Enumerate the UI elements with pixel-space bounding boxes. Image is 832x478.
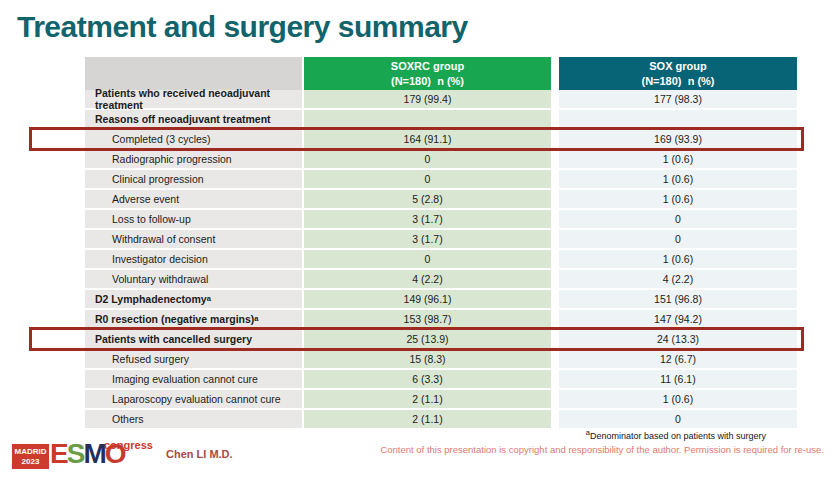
soxrc-value bbox=[304, 110, 551, 130]
row-label: Completed (3 cycles) bbox=[85, 130, 302, 150]
congress-label: congress bbox=[104, 439, 153, 451]
presentation-slide: Treatment and surgery summary SOXRC grou… bbox=[0, 0, 832, 478]
soxrc-value: 3 (1.7) bbox=[304, 230, 551, 250]
row-label: Laparoscopy evaluation cannot cure bbox=[85, 390, 302, 410]
sox-value: 12 (6.7) bbox=[559, 350, 797, 370]
sox-group-name: SOX group bbox=[649, 59, 706, 73]
row-label: Reasons off neoadjuvant treatment bbox=[85, 110, 302, 130]
soxrc-value: 164 (91.1) bbox=[304, 130, 551, 150]
table-row: Adverse event 5 (2.8) 1 (0.6) bbox=[85, 190, 797, 210]
footnote: aDenominator based on patients with surg… bbox=[586, 431, 766, 441]
row-label: Investigator decision bbox=[85, 250, 302, 270]
table-row: Imaging evaluation cannot cure 6 (3.3) 1… bbox=[85, 370, 797, 390]
row-label: Radiographic progression bbox=[85, 150, 302, 170]
header-cell-empty bbox=[85, 57, 302, 90]
page-title: Treatment and surgery summary bbox=[17, 10, 468, 44]
header-cell-soxrc: SOXRC group (N=180) n (%) bbox=[304, 57, 551, 90]
sox-value: 0 bbox=[559, 210, 797, 230]
author-name: Chen LI M.D. bbox=[166, 448, 233, 460]
copyright-notice: Content of this presentation is copyrigh… bbox=[380, 444, 824, 455]
table-row: Loss to follow-up 3 (1.7) 0 bbox=[85, 210, 797, 230]
soxrc-value: 6 (3.3) bbox=[304, 370, 551, 390]
row-label: R0 resection (negative margins)a bbox=[85, 310, 302, 330]
sox-value: 151 (96.8) bbox=[559, 290, 797, 310]
table-body: Patients who received neoadjuvant treatm… bbox=[85, 90, 797, 430]
header-cell-sox: SOX group (N=180) n (%) bbox=[559, 57, 797, 90]
soxrc-value: 0 bbox=[304, 250, 551, 270]
row-label: Adverse event bbox=[85, 190, 302, 210]
sox-value: 1 (0.6) bbox=[559, 250, 797, 270]
table-row: Radiographic progression 0 1 (0.6) bbox=[85, 150, 797, 170]
sox-value: 1 (0.6) bbox=[559, 190, 797, 210]
soxrc-group-name: SOXRC group bbox=[391, 59, 464, 73]
table-row: Patients who received neoadjuvant treatm… bbox=[85, 90, 797, 110]
sox-value: 1 (0.6) bbox=[559, 170, 797, 190]
sox-value: 1 (0.6) bbox=[559, 150, 797, 170]
table-row: Investigator decision 0 1 (0.6) bbox=[85, 250, 797, 270]
sox-value bbox=[559, 110, 797, 130]
soxrc-group-sub: (N=180) n (%) bbox=[391, 74, 464, 88]
sox-value: 4 (2.2) bbox=[559, 270, 797, 290]
soxrc-value: 3 (1.7) bbox=[304, 210, 551, 230]
row-label: Loss to follow-up bbox=[85, 210, 302, 230]
table-row: Refused surgery 15 (8.3) 12 (6.7) bbox=[85, 350, 797, 370]
summary-table: SOXRC group (N=180) n (%) SOX group (N=1… bbox=[85, 57, 797, 430]
table-row: D2 Lymphadenectomya 149 (96.1) 151 (96.8… bbox=[85, 290, 797, 310]
soxrc-value: 153 (98.7) bbox=[304, 310, 551, 330]
madrid-2023-badge: MADRID 2023 bbox=[12, 444, 49, 469]
row-label: Patients with cancelled surgery bbox=[85, 330, 302, 350]
soxrc-value: 5 (2.8) bbox=[304, 190, 551, 210]
sox-value: 24 (13.3) bbox=[559, 330, 797, 350]
table-row: Clinical progression 0 1 (0.6) bbox=[85, 170, 797, 190]
table-row: Voluntary withdrawal 4 (2.2) 4 (2.2) bbox=[85, 270, 797, 290]
soxrc-value: 0 bbox=[304, 150, 551, 170]
soxrc-value: 2 (1.1) bbox=[304, 410, 551, 430]
soxrc-value: 0 bbox=[304, 170, 551, 190]
sox-value: 147 (94.2) bbox=[559, 310, 797, 330]
soxrc-value: 149 (96.1) bbox=[304, 290, 551, 310]
sox-value: 169 (93.9) bbox=[559, 130, 797, 150]
soxrc-value: 15 (8.3) bbox=[304, 350, 551, 370]
soxrc-value: 2 (1.1) bbox=[304, 390, 551, 410]
sox-value: 1 (0.6) bbox=[559, 390, 797, 410]
row-label: D2 Lymphadenectomya bbox=[85, 290, 302, 310]
sox-value: 0 bbox=[559, 410, 797, 430]
soxrc-value: 4 (2.2) bbox=[304, 270, 551, 290]
soxrc-value: 179 (99.4) bbox=[304, 90, 551, 110]
sox-value: 0 bbox=[559, 230, 797, 250]
row-label: Withdrawal of consent bbox=[85, 230, 302, 250]
row-label: Voluntary withdrawal bbox=[85, 270, 302, 290]
sox-value: 177 (98.3) bbox=[559, 90, 797, 110]
badge-year: 2023 bbox=[12, 457, 49, 467]
table-row: Others 2 (1.1) 0 bbox=[85, 410, 797, 430]
table-header-row: SOXRC group (N=180) n (%) SOX group (N=1… bbox=[85, 57, 797, 90]
table-row-highlighted: Patients with cancelled surgery 25 (13.9… bbox=[85, 330, 797, 350]
esmo-congress-logo: MADRID 2023 ESMO congress bbox=[12, 437, 162, 473]
row-label: Patients who received neoadjuvant treatm… bbox=[85, 90, 302, 110]
table-row: Withdrawal of consent 3 (1.7) 0 bbox=[85, 230, 797, 250]
table-row: Reasons off neoadjuvant treatment bbox=[85, 110, 797, 130]
row-label: Clinical progression bbox=[85, 170, 302, 190]
row-label: Refused surgery bbox=[85, 350, 302, 370]
table-row: R0 resection (negative margins)a 153 (98… bbox=[85, 310, 797, 330]
row-label: Others bbox=[85, 410, 302, 430]
table-row-highlighted: Completed (3 cycles) 164 (91.1) 169 (93.… bbox=[85, 130, 797, 150]
sox-value: 11 (6.1) bbox=[559, 370, 797, 390]
sox-group-sub: (N=180) n (%) bbox=[641, 74, 714, 88]
table-row: Laparoscopy evaluation cannot cure 2 (1.… bbox=[85, 390, 797, 410]
row-label: Imaging evaluation cannot cure bbox=[85, 370, 302, 390]
badge-city: MADRID bbox=[12, 447, 49, 457]
soxrc-value: 25 (13.9) bbox=[304, 330, 551, 350]
